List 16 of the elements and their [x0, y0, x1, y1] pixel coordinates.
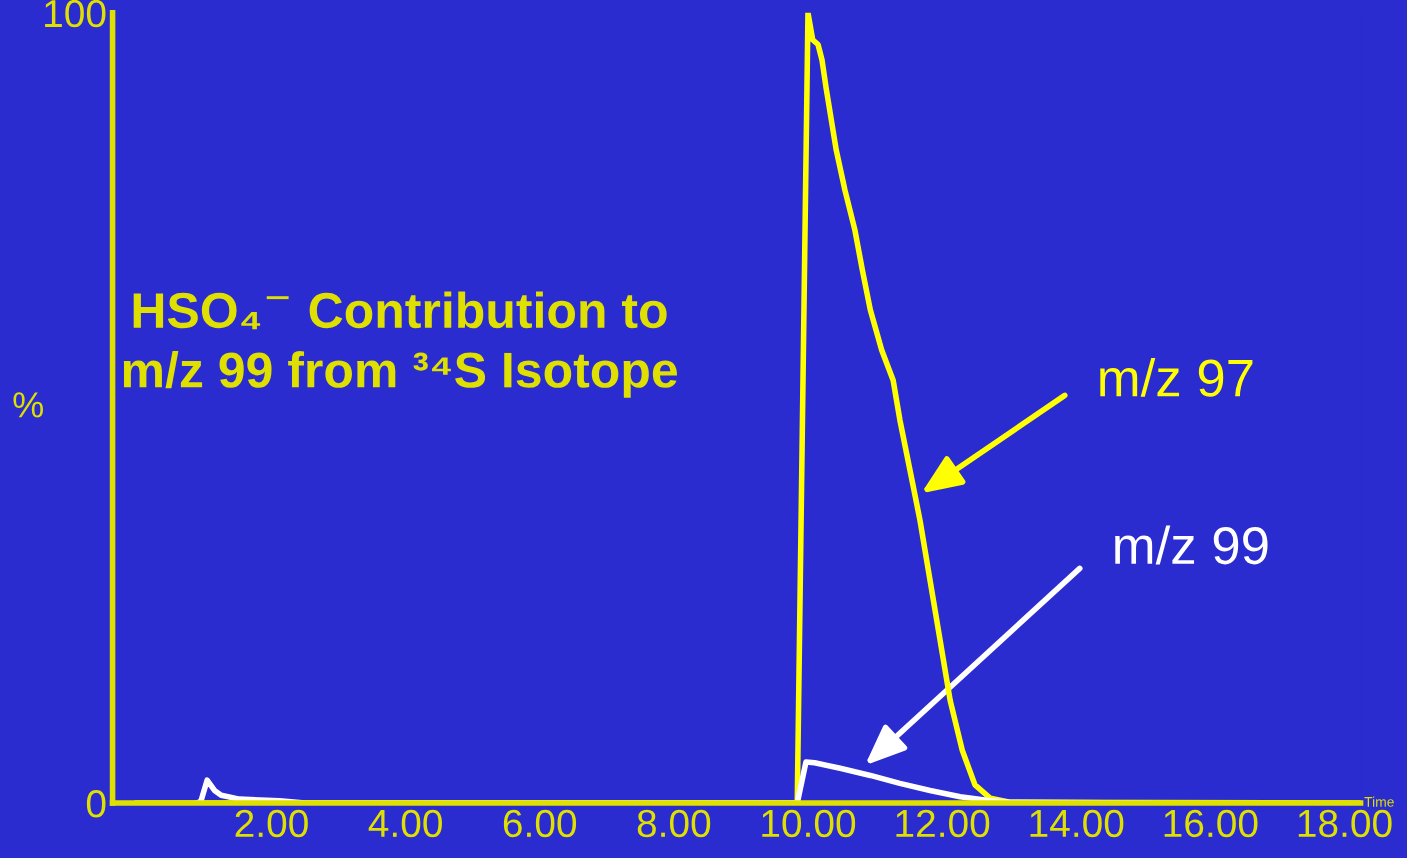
text: HSO₄$^{−}$ Contribution to m/z 99 from ³⁴S Isotope	[123, 291, 677, 398]
x-tick-label: 4.00	[368, 809, 442, 838]
x-tick-label: 6.00	[503, 809, 577, 838]
y-tick-label: 0	[86, 790, 106, 818]
x-tick-label: 2.00	[235, 809, 308, 838]
annotation: m/z 97	[1100, 358, 1253, 397]
x-tick-label: 10.00	[762, 809, 856, 838]
x-tick-label: 8.00	[637, 809, 711, 838]
y-axis-title: %	[13, 392, 44, 418]
x-axis-title: Time	[1364, 796, 1394, 807]
x-tick-label: 14.00	[1030, 809, 1124, 838]
annotation: m/z 99	[1115, 525, 1268, 565]
x-tick-label: 18.00	[1298, 809, 1392, 838]
y-tick-label: 100	[45, 0, 106, 28]
x-tick-label: 16.00	[1164, 809, 1258, 838]
x-tick-label: 12.00	[896, 809, 990, 838]
